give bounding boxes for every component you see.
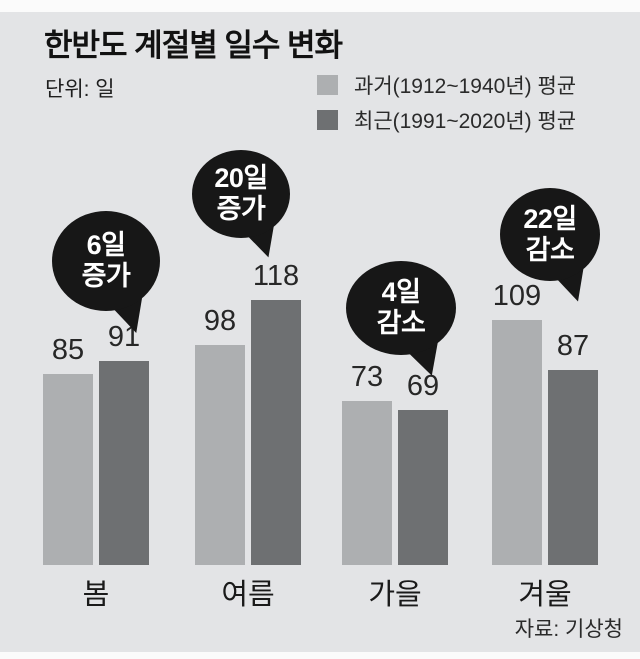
bar-recent-fall	[398, 410, 448, 565]
legend-swatch-past	[317, 74, 338, 95]
annotation-bubble-spring: 6일 증가	[52, 211, 160, 343]
speech-bubble-shape	[52, 211, 160, 333]
category-label-winter: 겨울	[518, 579, 572, 611]
top-margin-strip	[0, 0, 640, 12]
chart-title: 한반도 계절별 일수 변화	[44, 28, 343, 63]
category-label-summer: 여름	[221, 579, 275, 611]
legend-swatch-recent	[317, 109, 338, 130]
annotation-text-summer: 20일 증가	[214, 163, 268, 224]
bar-past-winter	[492, 320, 542, 565]
category-label-fall: 가을	[368, 579, 422, 611]
bar-value-recent-winter: 87	[556, 330, 590, 362]
bar-value-recent-summer: 118	[252, 260, 300, 292]
annotation-bubble-winter: 22일 감소	[500, 188, 600, 311]
annotation-bubble-summer: 20일 증가	[192, 150, 290, 266]
source-label: 자료: 기상청	[514, 618, 623, 641]
bar-value-past-winter: 109	[492, 280, 542, 312]
category-label-spring: 봄	[82, 579, 110, 611]
bar-value-past-spring: 85	[51, 334, 85, 366]
annotation-text-spring: 6일 증가	[81, 230, 131, 291]
legend-item-past: 과거(1912~1940년) 평균	[317, 72, 577, 98]
bar-value-past-summer: 98	[203, 305, 237, 337]
bar-value-recent-fall: 69	[406, 370, 440, 402]
speech-bubble-shape	[192, 150, 290, 258]
bar-recent-summer	[251, 300, 301, 565]
bar-past-fall	[342, 401, 392, 565]
legend-label-recent: 최근(1991~2020년) 평균	[354, 109, 577, 133]
annotation-bubble-fall: 4일 감소	[346, 261, 456, 385]
bar-past-spring	[43, 374, 93, 565]
speech-bubble-shape	[346, 261, 456, 376]
bottom-margin-strip	[0, 652, 640, 659]
legend: 과거(1912~1940년) 평균 최근(1991~2020년) 평균	[317, 72, 577, 133]
unit-label: 단위: 일	[45, 78, 115, 101]
legend-label-past: 과거(1912~1940년) 평균	[354, 74, 577, 98]
bar-recent-winter	[548, 370, 598, 565]
annotation-text-fall: 4일 감소	[376, 277, 426, 338]
bar-value-past-fall: 73	[350, 361, 384, 393]
bar-past-summer	[195, 345, 245, 565]
bar-recent-spring	[99, 361, 149, 565]
legend-item-recent: 최근(1991~2020년) 평균	[317, 107, 577, 133]
annotation-text-winter: 22일 감소	[523, 203, 577, 265]
speech-bubble-shape	[500, 188, 600, 302]
